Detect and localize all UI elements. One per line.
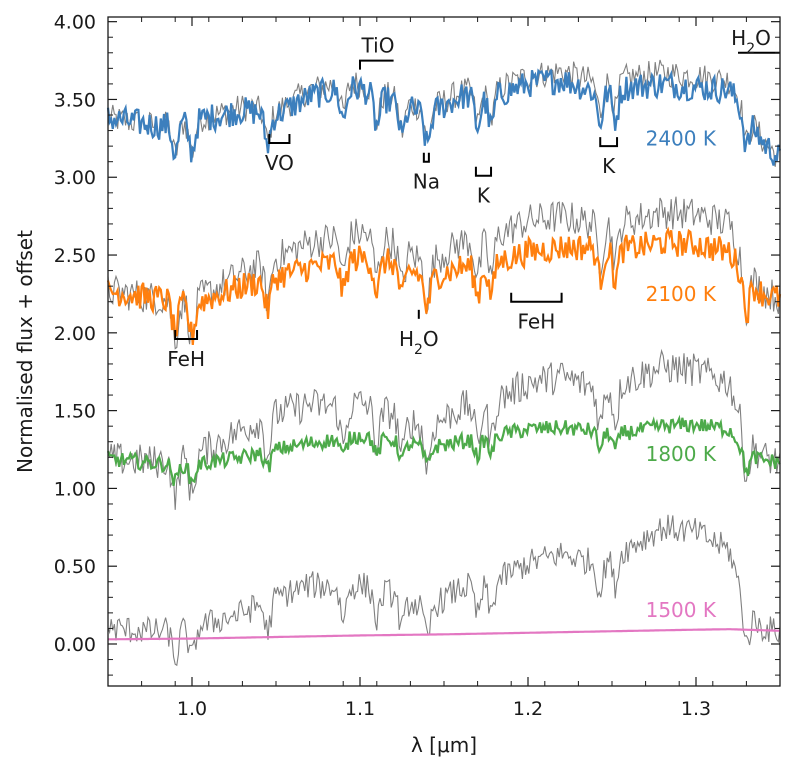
temperature-labels: 2400 K 2100 K 1800 K 1500 K	[646, 126, 717, 621]
reference-line-2400k	[107, 59, 781, 167]
model-spectra	[106, 68, 782, 641]
temperature-label-2100k: 2100 K	[646, 282, 717, 306]
y-tick-label: 4.00	[54, 12, 96, 34]
feature-label: FeH	[518, 310, 556, 334]
axes: 1.0 1.1 1.2 1.3 0.00 0.50 1.00 1.50 2.00 2.50 3.00…	[54, 12, 781, 720]
feature-marker-feh: FeH	[510, 292, 563, 334]
feature-label: K	[602, 154, 616, 178]
y-tick-label: 2.50	[54, 245, 96, 267]
feature-marker-vo: VO	[265, 134, 294, 175]
feature-label: Na	[413, 170, 440, 194]
feature-marker-k: K	[599, 137, 619, 178]
x-tick-label: 1.1	[345, 698, 375, 720]
reference-line-2100k	[107, 196, 781, 350]
y-tick-label: 1.00	[54, 478, 96, 500]
reference-line-1800k	[107, 348, 781, 510]
reference-line-1500k	[107, 514, 781, 667]
model-line-1500k	[108, 628, 781, 641]
feature-bracket	[474, 166, 493, 177]
feature-marker-feh: FeH	[167, 330, 205, 371]
model-line-2400k	[106, 68, 782, 166]
feature-marker-na: Na	[413, 152, 440, 194]
x-tick-label: 1.2	[513, 698, 543, 720]
x-axis-title: λ [μm]	[411, 733, 477, 757]
feature-bracket	[359, 59, 394, 70]
feature-marker-tio: TiO	[359, 34, 395, 70]
feature-bracket	[268, 134, 291, 145]
feature-label: VO	[265, 151, 294, 175]
y-tick-label: 0.00	[54, 634, 96, 656]
feature-bracket	[422, 152, 430, 163]
feature-marker-h2o: H2O	[399, 309, 439, 358]
temperature-label-1500k: 1500 K	[646, 598, 717, 622]
feature-marker-k: K	[474, 166, 493, 208]
spectral-features: TiO H2O VO Na K K FeH H2O FeH	[167, 26, 780, 371]
x-tick-label: 1.3	[681, 698, 711, 720]
feature-label: TiO	[361, 34, 395, 58]
feature-bracket	[510, 292, 563, 303]
feature-bracket	[599, 137, 619, 148]
y-tick-label: 3.00	[54, 167, 96, 189]
feature-marker-h2o: H2O	[731, 26, 780, 57]
y-tick-label: 0.50	[54, 556, 96, 578]
x-tick-label: 1.0	[177, 698, 207, 720]
feature-label: H2O	[399, 327, 439, 358]
temperature-label-1800k: 1800 K	[646, 442, 717, 466]
reference-spectra	[107, 59, 781, 667]
y-axis-title: Normalised flux + offset	[13, 230, 37, 473]
model-line-2100k	[106, 226, 782, 345]
feature-label: K	[477, 184, 491, 208]
feature-bracket	[174, 330, 199, 341]
y-tick-label: 1.50	[54, 401, 96, 423]
feature-label: FeH	[167, 347, 205, 371]
model-line-1800k	[106, 414, 781, 486]
y-tick-label: 2.00	[54, 323, 96, 345]
temperature-label-2400k: 2400 K	[646, 126, 717, 150]
y-tick-label: 3.50	[54, 89, 96, 111]
